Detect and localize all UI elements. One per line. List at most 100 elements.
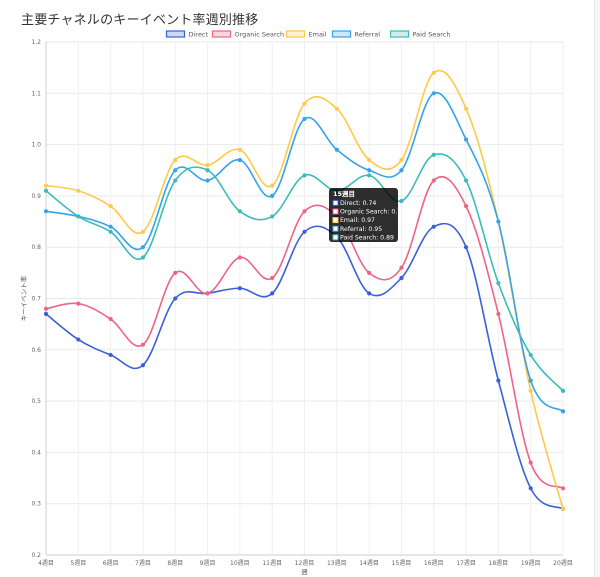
data-point[interactable] [237,209,242,214]
data-point[interactable] [302,209,307,214]
x-tick-label: 5週目 [70,559,86,567]
data-point[interactable] [270,291,275,296]
data-point[interactable] [431,91,436,96]
data-point[interactable] [108,352,113,358]
data-point[interactable] [528,388,533,393]
data-point[interactable] [205,168,210,173]
x-tick-label: 10週目 [230,559,250,567]
data-point[interactable] [173,157,178,163]
data-point[interactable] [302,101,307,106]
data-point[interactable] [43,209,49,214]
data-point[interactable] [270,183,275,188]
data-point[interactable] [270,193,275,198]
data-point[interactable] [367,291,372,296]
data-point[interactable] [528,378,533,383]
legend-label[interactable]: Email [309,30,327,38]
data-point[interactable] [205,163,210,168]
data-point[interactable] [302,116,307,122]
data-point[interactable] [560,486,566,491]
x-tick-label: 15週目 [392,559,412,567]
data-point[interactable] [528,460,533,465]
data-point[interactable] [43,306,49,311]
data-point[interactable] [496,378,501,383]
data-point[interactable] [463,245,469,250]
data-point[interactable] [76,188,81,193]
data-point[interactable] [367,270,372,275]
legend-label[interactable]: Paid Search [413,30,451,38]
data-point[interactable] [76,337,81,342]
y-tick-label: 0.9 [31,193,41,200]
data-point[interactable] [463,178,469,183]
data-point[interactable] [140,363,146,368]
x-axis-title: 週 [301,567,308,576]
data-point[interactable] [334,147,339,152]
data-point[interactable] [399,265,404,270]
data-point[interactable] [270,214,275,219]
data-point[interactable] [173,168,178,173]
data-point[interactable] [367,157,372,163]
data-point[interactable] [431,178,436,183]
legend-swatch[interactable] [211,30,232,38]
legend-label[interactable]: Organic Search [235,30,285,38]
tooltip-swatch [332,208,339,215]
data-point[interactable] [560,388,566,393]
data-point[interactable] [237,157,242,163]
series-line-direct[interactable] [45,222,564,510]
data-point[interactable] [399,157,404,163]
data-point[interactable] [173,270,178,275]
y-axis-title: キーイベント率 [19,275,28,321]
data-point[interactable] [399,198,404,204]
legend-label[interactable]: Referral [355,30,381,38]
data-point[interactable] [431,70,436,75]
data-point[interactable] [399,168,404,173]
data-point[interactable] [140,342,146,347]
data-point[interactable] [431,224,436,229]
data-point[interactable] [173,296,178,301]
data-point[interactable] [399,275,404,281]
legend-swatch[interactable] [331,30,352,38]
data-point[interactable] [496,281,501,286]
data-point[interactable] [76,214,81,219]
data-point[interactable] [302,173,307,178]
data-point[interactable] [43,311,49,316]
data-point[interactable] [367,168,372,173]
data-point[interactable] [76,301,81,306]
legend-label[interactable]: Direct [189,30,209,38]
data-point[interactable] [528,352,533,358]
data-point[interactable] [463,137,469,142]
data-point[interactable] [560,409,566,414]
legend-swatch[interactable] [285,30,306,38]
data-point[interactable] [140,245,146,250]
data-point[interactable] [43,188,49,193]
data-point[interactable] [205,178,210,183]
legend-swatch[interactable] [389,30,410,38]
data-point[interactable] [496,311,501,316]
x-tick-label: 4週目 [38,559,54,567]
data-point[interactable] [463,106,469,111]
data-point[interactable] [237,286,242,291]
data-point[interactable] [108,229,113,234]
data-point[interactable] [108,204,113,209]
data-point[interactable] [140,229,146,234]
data-point[interactable] [237,147,242,152]
data-point[interactable] [528,486,533,491]
data-point[interactable] [302,229,307,234]
data-point[interactable] [173,178,178,183]
legend-swatch[interactable] [165,30,186,38]
data-point[interactable] [560,506,566,511]
x-tick-label: 20週目 [553,559,573,567]
data-point[interactable] [496,219,501,224]
data-point[interactable] [237,255,242,260]
data-point[interactable] [431,152,436,157]
data-point[interactable] [108,316,113,322]
data-point[interactable] [334,106,339,111]
data-point[interactable] [205,291,210,296]
data-point[interactable] [108,224,113,229]
data-point[interactable] [270,275,275,281]
data-point[interactable] [43,183,49,188]
tooltip-swatch [332,199,339,206]
data-point[interactable] [140,255,146,260]
data-point[interactable] [367,173,372,178]
data-point[interactable] [463,204,469,209]
